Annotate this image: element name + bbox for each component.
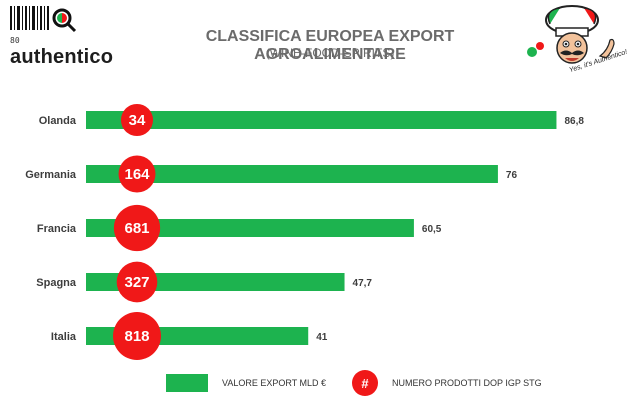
- dop-count-circle: [116, 261, 158, 303]
- category-label: Germania: [25, 169, 77, 181]
- legend-dop-count: # NUMERO PRODOTTI DOP IGP STG: [352, 370, 542, 396]
- category-label: Italia: [51, 331, 77, 343]
- export-bar: [86, 165, 498, 183]
- dop-count-label: 681: [124, 220, 149, 237]
- dop-count-label: 818: [124, 328, 149, 345]
- dop-count-circle: [113, 312, 161, 360]
- legend-label-dop: NUMERO PRODOTTI DOP IGP STG: [392, 378, 542, 388]
- legend-swatch-green: [166, 374, 208, 392]
- category-label: Francia: [37, 223, 77, 235]
- category-label: Spagna: [36, 277, 77, 289]
- export-value-label: 60,5: [422, 224, 442, 235]
- legend-label-export: VALORE EXPORT MLD €: [222, 378, 327, 388]
- export-value-label: 41: [316, 332, 328, 343]
- logo-wordmark: authentico: [10, 46, 114, 68]
- chart-subtitle: (WINE-FOOD-SPIRITS): [265, 46, 395, 60]
- export-value-label: 86,8: [564, 116, 584, 127]
- category-label: Olanda: [39, 115, 77, 127]
- dop-count-label: 34: [129, 112, 146, 129]
- dop-count-circle: [118, 155, 156, 193]
- chef-mascot-icon: [527, 5, 615, 64]
- authentico-logo: 80 authentico: [10, 6, 120, 68]
- dop-count-circle: [120, 103, 154, 137]
- chart-title: CLASSIFICA EUROPEA EXPORT AGROALIMENTARE: [205, 28, 455, 63]
- legend-export-value: VALORE EXPORT MLD €: [166, 372, 326, 394]
- dop-count-circle: [113, 204, 161, 252]
- export-bar: [86, 111, 557, 129]
- logo-number: 80: [10, 36, 20, 45]
- dop-count-label: 164: [124, 166, 150, 183]
- barcode-logo-icon: [10, 6, 77, 33]
- export-bar: [86, 219, 414, 237]
- legend-circle-red: #: [352, 370, 378, 396]
- export-value-label: 76: [506, 170, 518, 181]
- dop-count-label: 327: [124, 274, 149, 291]
- export-value-label: 47,7: [353, 278, 373, 289]
- export-bar-chart: Olanda 86,8 34 Germania 76 164 Francia 60,5 681 S…: [25, 103, 584, 360]
